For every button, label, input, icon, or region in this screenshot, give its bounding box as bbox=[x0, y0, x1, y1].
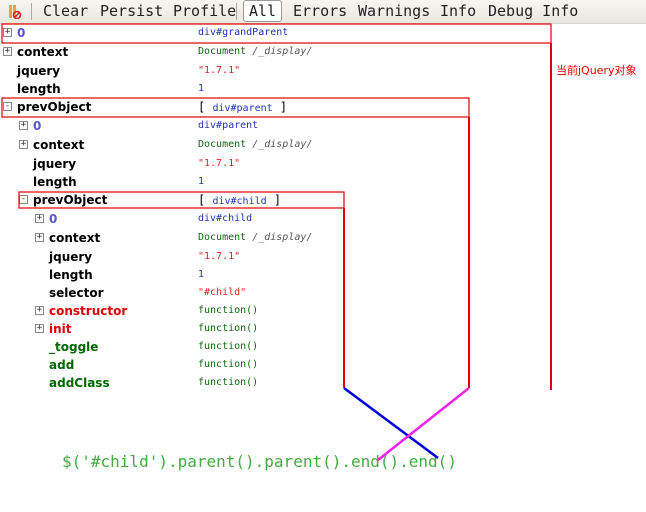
blue-arrow-line bbox=[343, 386, 439, 460]
tree-row[interactable]: jquery "1.7.1" bbox=[0, 62, 640, 80]
property-value[interactable]: "#child" bbox=[198, 287, 247, 298]
filter-all-tab[interactable]: All bbox=[243, 0, 283, 22]
box-child bbox=[18, 191, 345, 209]
property-name: context bbox=[49, 231, 101, 245]
tree-row[interactable]: +0 div#parent bbox=[0, 117, 640, 135]
property-name: _toggle bbox=[49, 340, 99, 354]
expand-icon[interactable]: + bbox=[19, 139, 28, 149]
property-name: selector bbox=[49, 286, 104, 300]
property-value[interactable]: div#grandParent bbox=[198, 27, 289, 38]
property-name: length bbox=[17, 82, 61, 96]
property-value[interactable]: [ div#parent ] bbox=[198, 100, 288, 114]
tree-row[interactable]: length 1 bbox=[0, 266, 640, 284]
property-name: addClass bbox=[49, 376, 110, 390]
property-name: context bbox=[33, 138, 85, 152]
expand-icon[interactable]: + bbox=[35, 323, 44, 333]
property-value[interactable]: function() bbox=[198, 341, 259, 352]
tree-row[interactable]: +0 div#child bbox=[0, 210, 640, 228]
expand-icon[interactable]: + bbox=[35, 305, 44, 315]
tree-row[interactable]: - prevObject [ div#parent ] bbox=[0, 98, 640, 116]
property-value[interactable]: function() bbox=[198, 377, 259, 388]
filter-errors-tab[interactable]: Errors bbox=[293, 2, 348, 20]
tree-row[interactable]: + init function() bbox=[0, 320, 640, 338]
tree-row[interactable]: jquery "1.7.1" bbox=[0, 155, 640, 173]
tree-row[interactable]: - prevObject[ div#child ] bbox=[0, 191, 640, 209]
expand-icon[interactable]: + bbox=[35, 213, 44, 223]
tree-row[interactable]: add function() bbox=[0, 356, 640, 374]
property-value[interactable]: "1.7.1" bbox=[198, 158, 241, 169]
box-grandparent bbox=[1, 23, 552, 44]
property-value[interactable]: Document /_display/ bbox=[198, 46, 313, 57]
tree-row[interactable]: length 1 bbox=[0, 80, 640, 98]
tree-row[interactable]: addClass function() bbox=[0, 374, 640, 392]
code-expression: $('#child').parent().parent().end().end(… bbox=[62, 452, 457, 471]
tree-row[interactable]: +0 div#grandParent bbox=[0, 24, 640, 42]
property-value[interactable]: "1.7.1" bbox=[198, 65, 241, 76]
firebug-clear-icon[interactable] bbox=[9, 4, 21, 19]
property-name: prevObject bbox=[17, 100, 92, 114]
property-name: jquery bbox=[17, 64, 61, 78]
filter-warnings-tab[interactable]: Warnings bbox=[358, 2, 431, 20]
property-value[interactable]: div#child bbox=[198, 213, 253, 224]
property-name: jquery bbox=[33, 157, 77, 171]
tree-row[interactable]: + context Document /_display/ bbox=[0, 136, 640, 154]
property-value[interactable]: function() bbox=[198, 323, 259, 334]
profile-button[interactable]: Profile bbox=[173, 2, 237, 20]
tree-row[interactable]: _toggle function() bbox=[0, 338, 640, 356]
property-name: prevObject bbox=[33, 193, 108, 207]
property-name: add bbox=[49, 358, 75, 372]
property-value[interactable]: "1.7.1" bbox=[198, 251, 241, 262]
clear-button[interactable]: Clear bbox=[43, 2, 89, 20]
separator bbox=[236, 3, 237, 20]
property-name: context bbox=[17, 45, 69, 59]
tree-row[interactable]: + constructor function() bbox=[0, 302, 640, 320]
property-value[interactable]: 1 bbox=[198, 176, 205, 187]
expand-icon[interactable]: + bbox=[35, 232, 44, 242]
property-value[interactable]: function() bbox=[198, 359, 259, 370]
tree-row[interactable]: + context Document /_display/ bbox=[0, 229, 640, 247]
expand-icon[interactable]: + bbox=[19, 120, 28, 130]
box-parent bbox=[1, 97, 470, 118]
separator bbox=[31, 3, 32, 20]
property-name: 0 bbox=[33, 119, 42, 133]
property-name: 0 bbox=[49, 212, 58, 226]
property-value[interactable]: [ div#child ] bbox=[198, 193, 282, 207]
tree-row[interactable]: selector "#child" bbox=[0, 284, 640, 302]
property-value[interactable]: 1 bbox=[198, 269, 205, 280]
collapse-icon[interactable]: - bbox=[3, 101, 12, 111]
property-value[interactable]: Document /_display/ bbox=[198, 232, 313, 243]
property-name: init bbox=[49, 322, 72, 336]
console-toolbar: Clear Persist Profile All Errors Warning… bbox=[0, 0, 646, 24]
property-value[interactable]: Document /_display/ bbox=[198, 139, 313, 150]
property-value[interactable]: div#parent bbox=[198, 120, 259, 131]
tree-row[interactable]: + context Document /_display/ bbox=[0, 43, 640, 61]
property-name: length bbox=[33, 175, 77, 189]
property-name: constructor bbox=[49, 304, 128, 318]
property-value[interactable]: function() bbox=[198, 305, 259, 316]
magenta-arrow-line bbox=[377, 387, 470, 461]
annotation-current-jquery-object: 当前jQuery对象 bbox=[556, 64, 637, 77]
property-name: jquery bbox=[49, 250, 93, 264]
filter-info-tab[interactable]: Info bbox=[440, 2, 477, 20]
filter-debug-info-tab[interactable]: Debug Info bbox=[488, 2, 579, 20]
expand-icon[interactable]: + bbox=[3, 27, 12, 37]
property-name: length bbox=[49, 268, 93, 282]
tree-row[interactable]: jquery "1.7.1" bbox=[0, 248, 640, 266]
persist-button[interactable]: Persist bbox=[100, 2, 164, 20]
tree-row[interactable]: length 1 bbox=[0, 173, 640, 191]
property-name: 0 bbox=[17, 26, 26, 40]
expand-icon[interactable]: + bbox=[3, 46, 12, 56]
property-value[interactable]: 1 bbox=[198, 83, 205, 94]
